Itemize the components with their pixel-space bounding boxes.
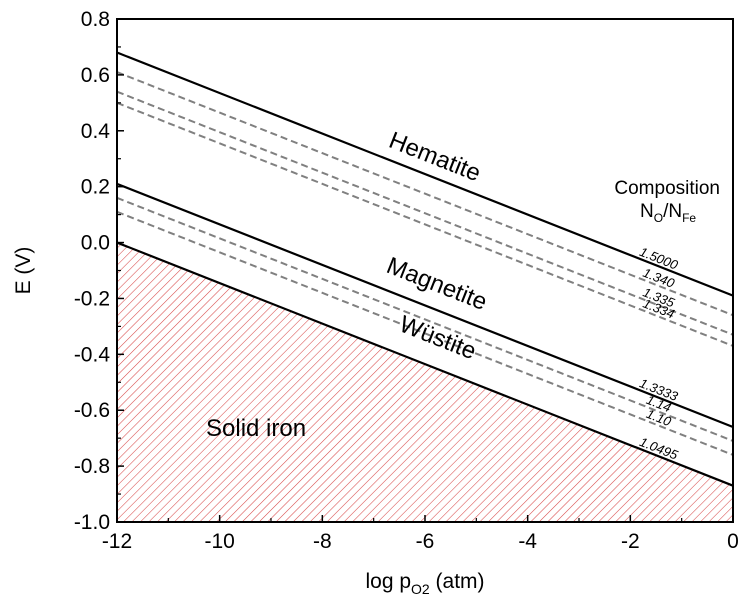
x-tick-label: -10 — [204, 530, 234, 553]
y-tick-label: 0.2 — [81, 176, 110, 199]
x-tick-label: -8 — [313, 530, 332, 553]
x-axis-label: log pO2 (atm) — [365, 570, 484, 597]
region-label-magnetite: Magnetite — [383, 252, 491, 316]
legend-subtitle: NO/NFe — [640, 201, 696, 225]
x-tick-label: 0 — [727, 530, 739, 553]
x-axis-label-sub: O2 — [411, 581, 430, 597]
series-line-1-335 — [116, 90, 734, 336]
legend-n2: N — [668, 201, 682, 222]
legend-s1: O — [654, 211, 663, 225]
x-tick-label: -4 — [518, 530, 537, 553]
y-tick-label: -0.8 — [74, 455, 110, 478]
y-axis-label: E (V) — [12, 247, 35, 295]
y-tick-label: -1.0 — [74, 511, 110, 534]
series-line-1-10 — [116, 210, 734, 456]
legend-n1: N — [640, 201, 654, 222]
series-line-1-340 — [116, 71, 734, 317]
legend-title: Composition — [614, 178, 720, 199]
x-axis-label-suffix: (atm) — [430, 570, 485, 593]
y-tick-label: 0.6 — [81, 64, 110, 87]
series-line-1-3333 — [116, 182, 734, 429]
y-tick-label: 0.8 — [81, 8, 110, 31]
series-line-1-0495 — [116, 241, 734, 487]
x-tick-label: -12 — [102, 530, 132, 553]
x-axis-label-main: log p — [365, 570, 411, 593]
legend-s2: Fe — [682, 211, 696, 225]
series-line-1-14 — [116, 196, 734, 442]
solid-iron-region — [117, 242, 733, 523]
y-tick-label: -0.6 — [74, 399, 110, 422]
region-label-solid-iron: Solid iron — [206, 415, 306, 442]
legend-slash: / — [663, 201, 669, 222]
series-line-1-334 — [116, 101, 734, 347]
y-tick-label: -0.2 — [74, 287, 110, 310]
y-tick-label: 0.0 — [81, 232, 110, 255]
x-tick-label: -2 — [621, 530, 640, 553]
series-line-1-5000 — [116, 51, 734, 297]
y-tick-label: 0.4 — [81, 120, 111, 143]
y-tick-label: -0.4 — [74, 343, 111, 366]
x-tick-label: -6 — [416, 530, 435, 553]
